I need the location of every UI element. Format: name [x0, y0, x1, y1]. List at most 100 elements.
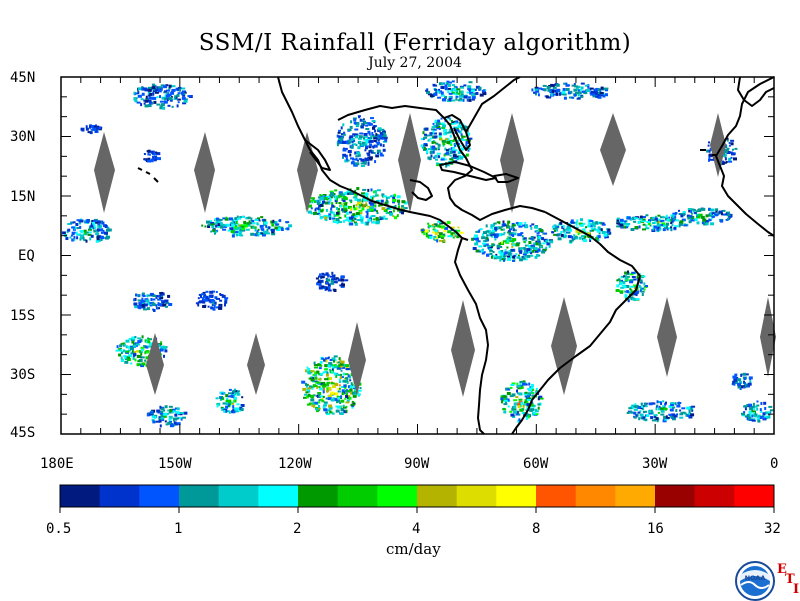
rain-pixel: [357, 146, 361, 150]
rain-pixel: [345, 394, 349, 398]
rain-pixel: [344, 377, 347, 380]
rain-pixel: [373, 190, 375, 194]
rain-pixel: [321, 381, 326, 384]
rain-pixel: [398, 205, 400, 209]
rain-pixel: [145, 299, 150, 303]
rain-pixel: [389, 212, 394, 216]
rain-pixel: [434, 154, 438, 158]
rain-pixel: [319, 387, 324, 391]
rain-pixel: [352, 385, 356, 389]
rain-pixel: [366, 135, 368, 138]
rain-pixel: [367, 161, 370, 165]
rain-pixel: [134, 346, 136, 348]
rain-pixel: [180, 87, 185, 90]
rain-pixel: [485, 238, 489, 242]
rain-pixel: [330, 207, 333, 211]
rain-pixel: [174, 95, 178, 98]
rain-pixel: [448, 84, 451, 87]
rain-pixel: [70, 234, 73, 237]
rain-pixel: [147, 88, 152, 92]
rain-pixel: [465, 153, 469, 157]
rain-pixel: [351, 140, 354, 143]
rain-pixel: [326, 381, 331, 384]
rain-pixel: [691, 208, 695, 211]
rain-pixel: [314, 200, 316, 203]
rain-pixel: [339, 373, 343, 376]
rain-pixel: [508, 250, 512, 253]
rain-pixel: [433, 235, 437, 238]
rain-pixel: [152, 420, 156, 424]
rain-pixel: [653, 225, 658, 229]
rain-pixel: [133, 91, 136, 95]
rain-pixel: [143, 102, 146, 105]
rain-pixel: [433, 92, 438, 96]
rain-pixel: [358, 394, 361, 396]
rain-pixel: [438, 225, 443, 228]
rain-pixel: [132, 344, 136, 347]
rain-pixel: [552, 86, 557, 89]
rain-pixel: [437, 96, 442, 99]
rain-pixel: [76, 233, 80, 236]
rain-pixel: [71, 232, 75, 236]
rain-pixel: [430, 128, 435, 131]
rain-pixel: [250, 217, 253, 221]
rain-pixel: [616, 222, 621, 225]
rain-pixel: [203, 295, 207, 299]
rain-pixel: [95, 124, 97, 128]
rain-pixel: [326, 387, 331, 391]
rain-pixel: [526, 403, 530, 407]
rain-pixel: [340, 360, 345, 364]
rain-pixel: [156, 96, 159, 99]
rain-pixel: [344, 202, 348, 206]
rain-pixel: [671, 223, 674, 227]
rain-pixel: [740, 373, 743, 377]
rain-pixel: [662, 400, 665, 403]
rain-pixel: [449, 158, 454, 161]
rain-pixel: [460, 156, 463, 160]
rain-pixel: [349, 222, 354, 226]
rain-pixel: [486, 237, 489, 240]
rain-pixel: [665, 401, 667, 405]
rain-pixel: [444, 84, 448, 88]
rain-pixel: [633, 411, 637, 415]
rain-pixel: [349, 216, 354, 220]
rain-pixel: [365, 159, 370, 162]
rain-pixel: [469, 137, 473, 140]
rain-pixel: [554, 89, 558, 93]
rain-pixel: [338, 194, 343, 198]
rain-pixel: [351, 400, 354, 403]
rain-pixel: [485, 230, 490, 233]
rain-pixel: [85, 127, 89, 131]
rain-pixel: [503, 399, 508, 402]
rain-pixel: [519, 408, 524, 412]
rain-pixel: [715, 208, 719, 212]
rain-pixel: [487, 246, 490, 249]
rain-pixel: [751, 414, 754, 418]
rain-pixel: [432, 228, 436, 231]
rain-pixel: [153, 159, 157, 162]
rain-pixel: [580, 95, 584, 98]
rain-pixel: [337, 374, 341, 376]
rain-pixel: [427, 156, 431, 160]
rain-pixel: [306, 403, 311, 406]
rain-pixel: [459, 145, 462, 148]
rain-pixel: [341, 389, 345, 393]
rain-pixel: [228, 399, 232, 403]
rain-pixel: [620, 286, 625, 289]
rain-pixel: [324, 197, 328, 200]
rain-pixel: [222, 217, 226, 220]
rain-pixel: [228, 217, 233, 221]
colorbar-swatch: [139, 485, 180, 507]
rain-pixel: [169, 424, 174, 428]
rain-pixel: [128, 338, 133, 341]
rain-pixel: [734, 147, 738, 150]
rain-pixel: [378, 204, 381, 207]
rain-pixel: [392, 215, 395, 218]
rain-pixel: [628, 407, 633, 410]
rain-pixel: [552, 84, 555, 88]
rain-pixel: [688, 220, 692, 224]
rain-pixel: [361, 199, 364, 203]
rain-pixel: [426, 90, 430, 94]
rain-pixel: [381, 137, 384, 140]
rain-pixel: [333, 274, 336, 278]
